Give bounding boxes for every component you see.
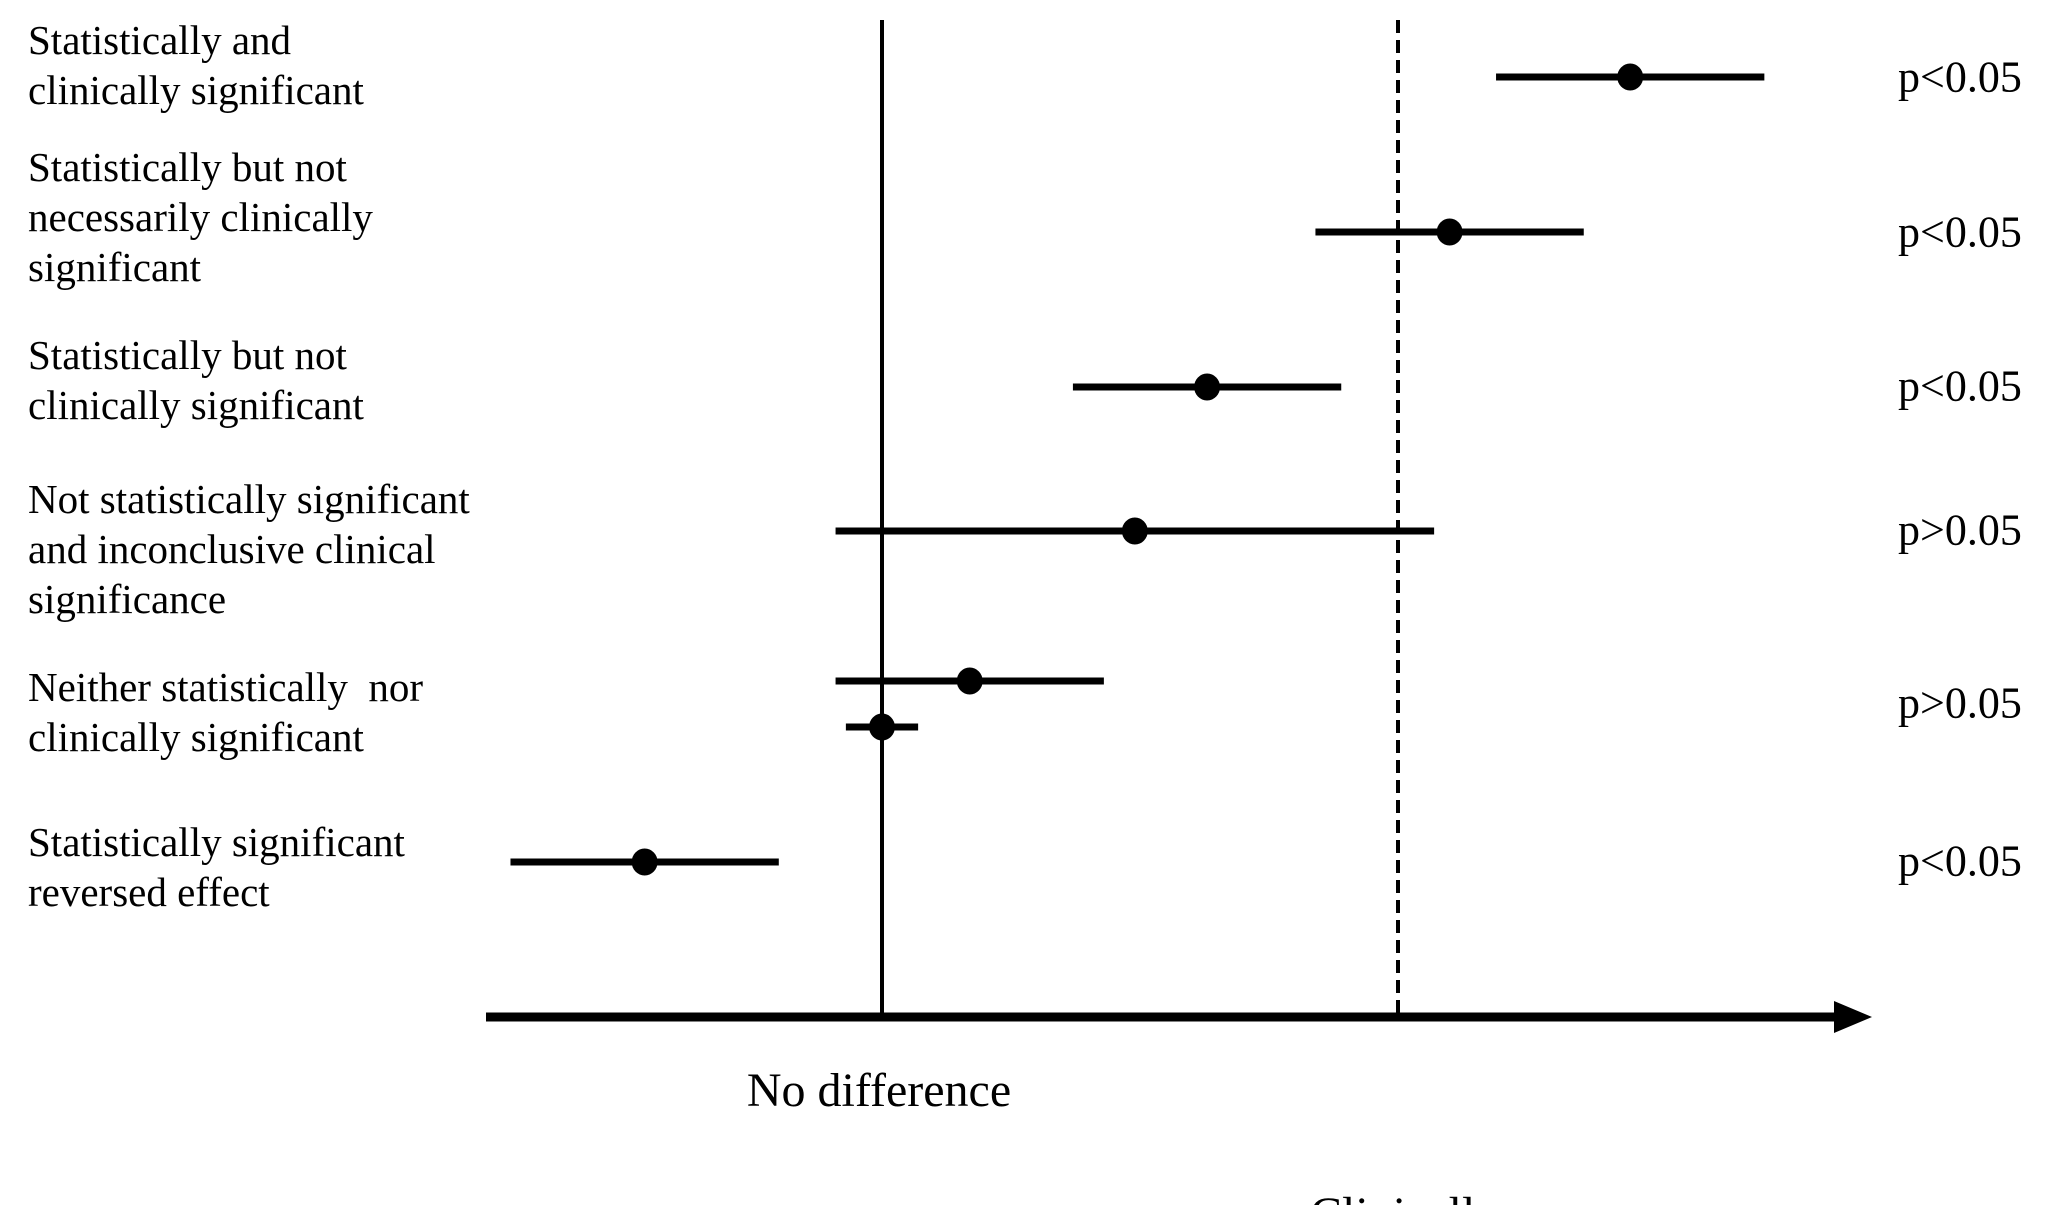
p-value-label-row6: p<0.05 <box>1898 836 2022 886</box>
row-label-4-line-1: Not statistically significant <box>28 476 470 522</box>
point-marker-row6 <box>631 848 658 876</box>
point-marker-row2 <box>1436 218 1463 246</box>
row-label-4: Not statistically significant and inconcl… <box>28 474 470 624</box>
point-marker-row5 <box>956 667 983 695</box>
x-axis-label-no-difference: No difference <box>746 1064 1012 1117</box>
x-axis-label-clinically-significant: Clinically significant <box>1310 1060 1513 1205</box>
row-label-3-line-2: clinically significant <box>28 382 364 428</box>
row-label-4-line-2: and inconclusive clinical <box>28 526 436 572</box>
x-axis-arrowhead <box>1834 1001 1872 1033</box>
p-value-label-row1: p<0.05 <box>1898 52 2022 102</box>
row-label-6: Statistically significant reversed effect <box>28 817 405 917</box>
row-label-3-line-1: Statistically but not <box>28 332 347 378</box>
x-axis-label-clinically-line1: Clinically <box>1310 1184 1513 1205</box>
row-label-6-line-1: Statistically significant <box>28 819 405 865</box>
row-label-2-line-1: Statistically but not <box>28 144 347 190</box>
point-marker-row1 <box>1617 63 1644 91</box>
point-marker-row4 <box>1121 517 1148 545</box>
p-value-label-row4: p>0.05 <box>1898 505 2022 555</box>
row-label-1-line-1: Statistically and <box>28 17 292 63</box>
row-label-2: Statistically but not necessarily clinica… <box>28 142 373 292</box>
p-value-label-row5: p>0.05 <box>1898 678 2022 728</box>
row-label-4-line-3: significance <box>28 576 227 622</box>
p-value-label-row3: p<0.05 <box>1898 361 2022 411</box>
row-label-5: Neither statistically nor clinically sign… <box>28 662 423 762</box>
row-label-6-line-2: reversed effect <box>28 869 270 915</box>
row-label-3: Statistically but not clinically signific… <box>28 330 364 430</box>
point-marker-row3 <box>1194 373 1221 401</box>
row-label-1: Statistically and clinically significant <box>28 15 364 115</box>
row-label-5-line-1: Neither statistically nor <box>28 664 424 710</box>
point-marker-row5 <box>869 713 895 741</box>
row-label-2-line-2: necessarily clinically <box>28 194 373 240</box>
p-value-label-row2: p<0.05 <box>1898 207 2022 257</box>
row-label-1-line-2: clinically significant <box>28 67 364 113</box>
row-label-2-line-3: significant <box>28 244 202 290</box>
row-label-5-line-2: clinically significant <box>28 714 364 760</box>
